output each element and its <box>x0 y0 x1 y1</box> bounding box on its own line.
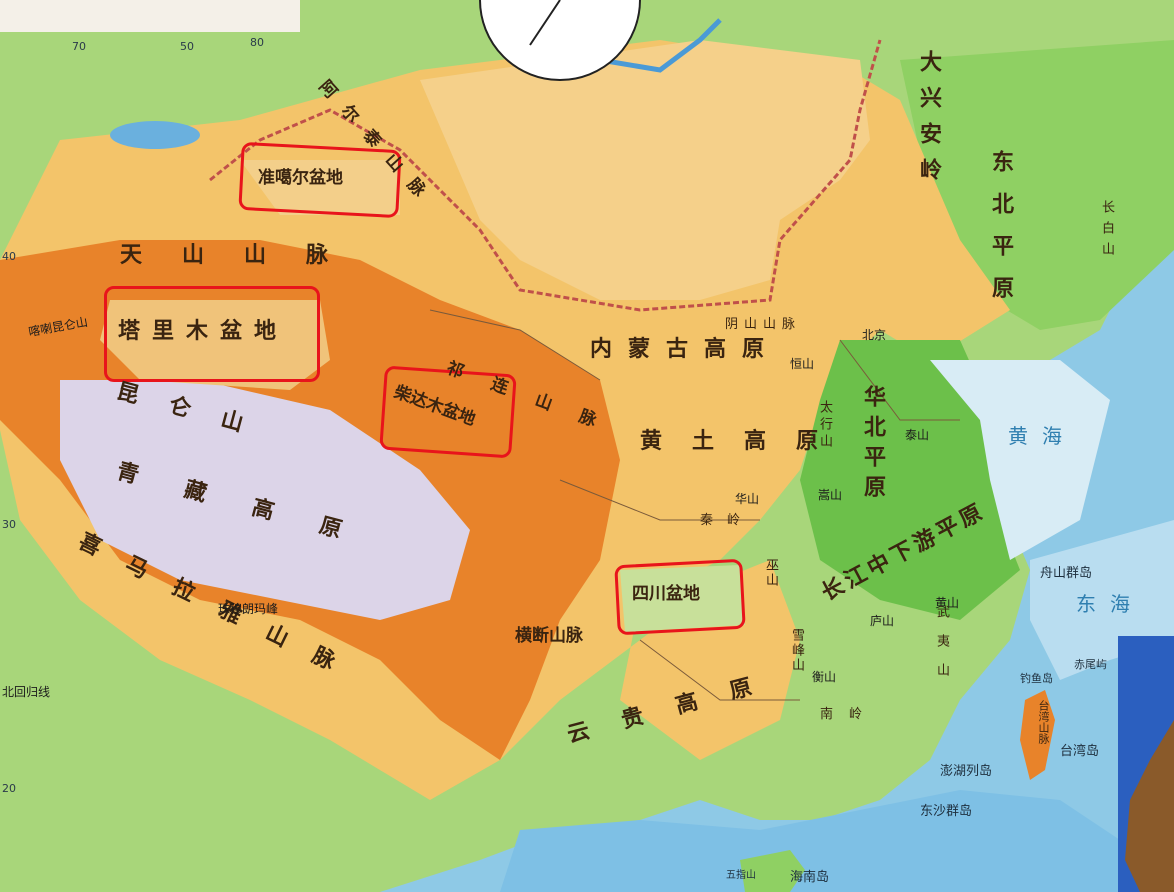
tick-lon-70: 70 <box>72 40 86 53</box>
hainan-island <box>740 850 805 892</box>
east-plains <box>800 340 1020 620</box>
label-sichuan-basin: 四川盆地 <box>632 584 700 604</box>
label-dongbei-plain: 东北平原 <box>988 150 1014 318</box>
tarim-basin-fill <box>100 300 330 390</box>
label-hengduan: 横断山脉 <box>515 626 583 646</box>
label-everest: 珠穆朗玛峰 <box>218 602 279 616</box>
title-box <box>0 0 300 32</box>
inset-photo-rock <box>1125 720 1174 892</box>
label-wuzhi: 五指山 <box>726 870 756 881</box>
label-zhoushan: 舟山群岛 <box>1040 566 1093 581</box>
label-taishan: 泰山 <box>905 428 930 442</box>
tibetan-plateau <box>60 380 470 620</box>
label-huabei-plain: 华北平原 <box>860 385 886 505</box>
mongolia-area <box>420 40 870 300</box>
label-tarim-basin: 塔里木盆地 <box>118 318 289 344</box>
label-taihang: 太行山 <box>817 400 832 451</box>
label-xuefeng: 雪峰山 <box>789 628 804 673</box>
label-wushan: 巫山 <box>763 558 778 588</box>
label-yellow-sea: 黄海 <box>1008 424 1076 448</box>
label-taiwan: 台湾岛 <box>1060 744 1100 759</box>
highlight-tarim-basin <box>104 286 320 382</box>
label-hengshan: 恒山 <box>790 357 815 371</box>
label-tianshan: 天山山脉 <box>120 242 369 268</box>
label-dzungaria-basin: 准噶尔盆地 <box>258 168 343 188</box>
yellow-sea <box>930 360 1110 560</box>
label-yinshan: 阴山山脉 <box>725 317 802 332</box>
label-beijing: 北京 <box>862 328 887 342</box>
label-huangshan: 黄山 <box>935 596 960 610</box>
label-taiwan-shan: 台湾山脉 <box>1037 700 1050 744</box>
label-dongsha: 东沙群岛 <box>920 804 973 819</box>
dzungaria-basin-fill <box>240 160 400 215</box>
south-sea <box>500 790 1174 892</box>
label-wuyi: 武夷山 <box>934 605 949 692</box>
tick-lon-80: 80 <box>250 36 264 49</box>
label-tropic: 北回归线 <box>2 685 51 699</box>
tick-lat-20: 20 <box>2 782 16 795</box>
label-chiwei: 赤尾屿 <box>1074 658 1107 671</box>
label-penghu: 澎湖列岛 <box>940 764 993 779</box>
inset-circle <box>479 0 641 81</box>
taiwan-island <box>1020 690 1055 780</box>
tick-lat-30: 30 <box>2 518 16 531</box>
label-songshan: 嵩山 <box>818 488 843 502</box>
balkhash-lake <box>110 121 200 149</box>
label-east-sea: 东海 <box>1076 592 1144 616</box>
sichuan-basin-fill <box>620 565 745 632</box>
label-hengshan-south: 衡山 <box>812 670 837 684</box>
label-hainan: 海南岛 <box>790 870 830 885</box>
label-da-xingan: 大兴安岭 <box>916 50 942 194</box>
tick-lat-40: 40 <box>2 250 16 263</box>
label-changbai: 长白山 <box>1099 200 1114 263</box>
label-lushan: 庐山 <box>870 614 895 628</box>
label-inner-mongolia: 内蒙古高原 <box>590 336 781 362</box>
label-diaoyu: 钓鱼岛 <box>1020 672 1053 685</box>
province-lines <box>429 309 960 701</box>
label-qinling: 秦岭 <box>700 513 755 528</box>
tick-lon-50: 50 <box>180 40 194 53</box>
inset-circle-divider <box>529 0 561 46</box>
label-nanling: 南岭 <box>820 707 879 722</box>
national-border <box>209 39 882 312</box>
label-huashan: 华山 <box>735 492 760 506</box>
label-loess: 黄土高原 <box>640 428 849 454</box>
